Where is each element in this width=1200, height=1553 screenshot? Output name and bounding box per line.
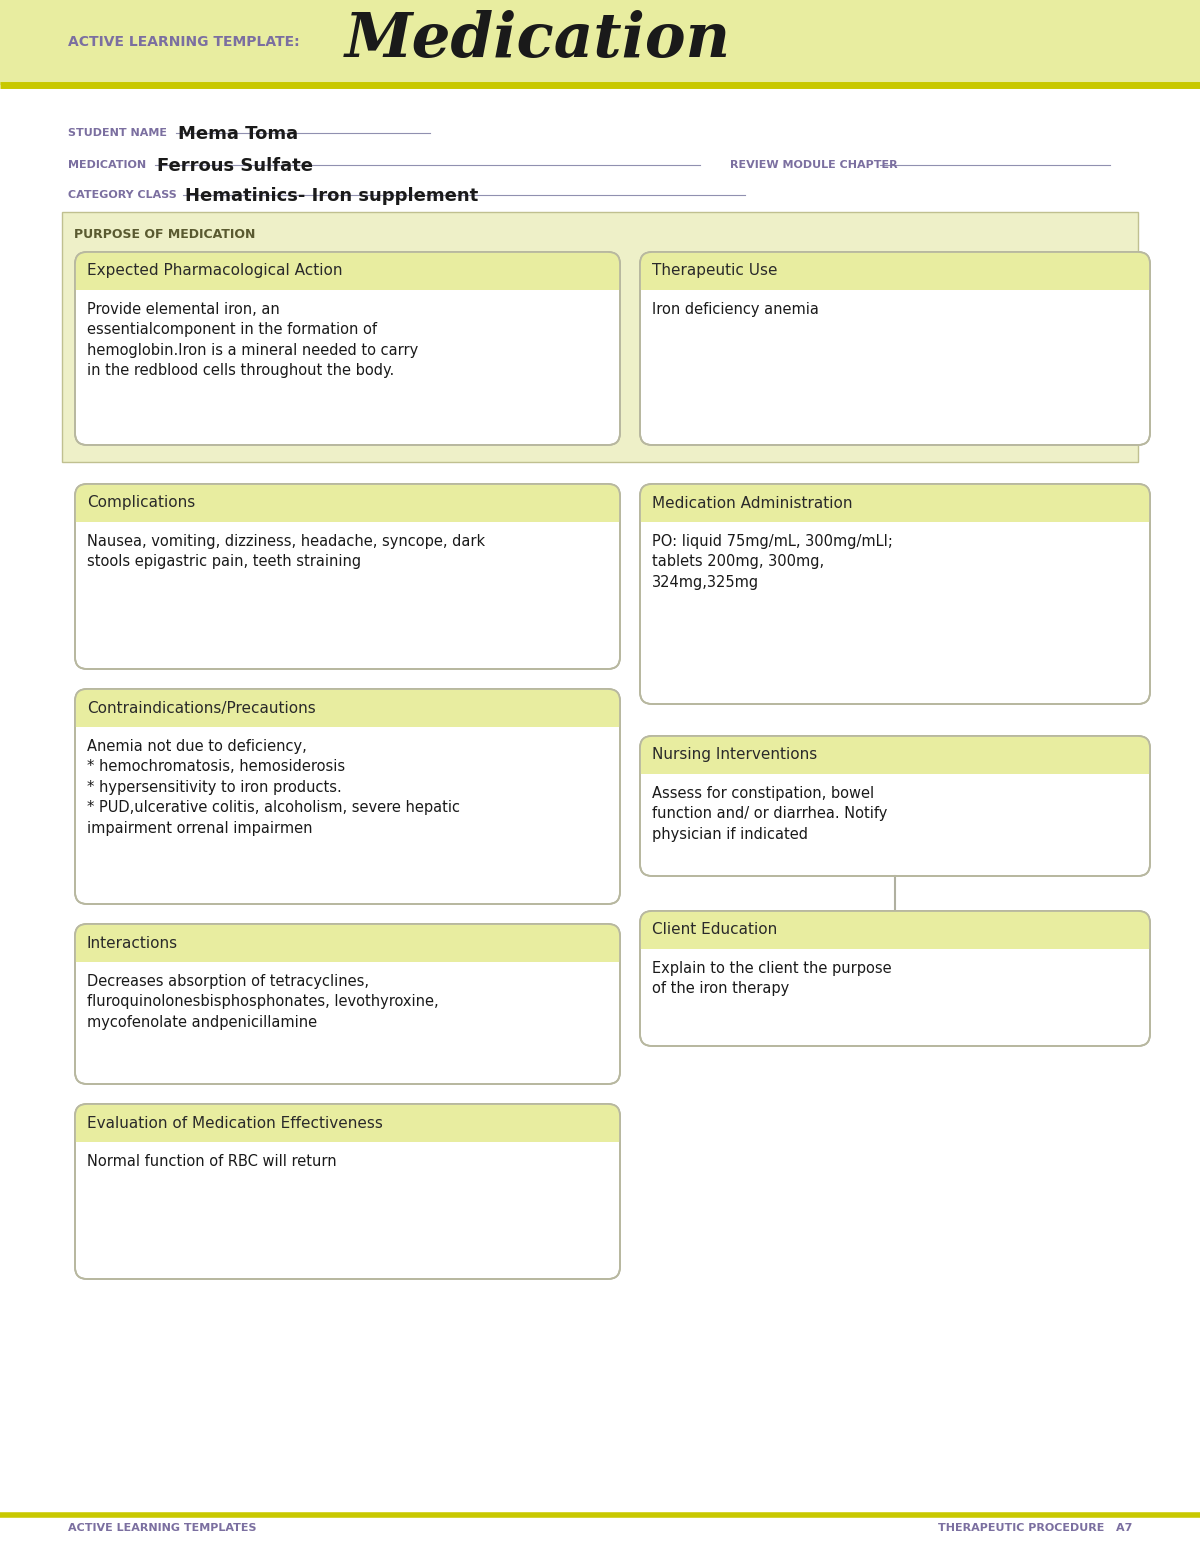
Text: Client Education: Client Education — [652, 922, 778, 938]
Bar — [74, 503, 620, 522]
Text: REVIEW MODULE CHAPTER: REVIEW MODULE CHAPTER — [730, 160, 898, 169]
Text: Medication: Medication — [346, 11, 731, 70]
Text: Ferrous Sulfate: Ferrous Sulfate — [157, 157, 313, 175]
Text: Assess for constipation, bowel
function and/ or diarrhea. Notify
physician if in: Assess for constipation, bowel function … — [652, 786, 887, 842]
Text: Normal function of RBC will return: Normal function of RBC will return — [88, 1154, 337, 1169]
FancyBboxPatch shape — [640, 252, 1150, 446]
FancyBboxPatch shape — [74, 252, 620, 446]
Bar — [640, 755, 1150, 773]
FancyBboxPatch shape — [74, 252, 620, 290]
FancyBboxPatch shape — [74, 690, 620, 904]
FancyBboxPatch shape — [74, 690, 620, 727]
FancyBboxPatch shape — [74, 485, 620, 522]
FancyBboxPatch shape — [640, 252, 1150, 290]
Text: STUDENT NAME: STUDENT NAME — [68, 127, 167, 138]
FancyBboxPatch shape — [640, 736, 1150, 773]
Text: THERAPEUTIC PROCEDURE   A7: THERAPEUTIC PROCEDURE A7 — [937, 1523, 1132, 1533]
FancyBboxPatch shape — [74, 1104, 620, 1141]
Bar — [0, 0, 1200, 85]
FancyBboxPatch shape — [74, 1104, 620, 1280]
Text: Explain to the client the purpose
of the iron therapy: Explain to the client the purpose of the… — [652, 961, 892, 997]
FancyBboxPatch shape — [74, 485, 620, 669]
Text: ACTIVE LEARNING TEMPLATES: ACTIVE LEARNING TEMPLATES — [68, 1523, 257, 1533]
Bar — [74, 272, 620, 290]
Text: PO: liquid 75mg/mL, 300mg/mLI;
tablets 200mg, 300mg,
324mg,325mg: PO: liquid 75mg/mL, 300mg/mLI; tablets 2… — [652, 534, 893, 590]
FancyBboxPatch shape — [640, 912, 1150, 949]
Text: Medication Administration: Medication Administration — [652, 495, 852, 511]
Bar — [74, 943, 620, 961]
Text: Nursing Interventions: Nursing Interventions — [652, 747, 817, 763]
Bar — [640, 272, 1150, 290]
Text: Complications: Complications — [88, 495, 196, 511]
Text: Decreases absorption of tetracyclines,
fluroquinolonesbisphosphonates, levothyro: Decreases absorption of tetracyclines, f… — [88, 974, 439, 1030]
Text: Interactions: Interactions — [88, 935, 178, 950]
Text: PURPOSE OF MEDICATION: PURPOSE OF MEDICATION — [74, 228, 256, 241]
Text: Provide elemental iron, an
essentialcomponent in the formation of
hemoglobin.Iro: Provide elemental iron, an essentialcomp… — [88, 301, 419, 379]
FancyBboxPatch shape — [640, 485, 1150, 522]
Text: Anemia not due to deficiency,
* hemochromatosis, hemosiderosis
* hypersensitivit: Anemia not due to deficiency, * hemochro… — [88, 739, 460, 836]
Bar — [74, 708, 620, 727]
FancyBboxPatch shape — [640, 485, 1150, 704]
Text: Expected Pharmacological Action: Expected Pharmacological Action — [88, 264, 342, 278]
Text: Hematinics- Iron supplement: Hematinics- Iron supplement — [185, 186, 479, 205]
Bar — [640, 930, 1150, 949]
Text: Therapeutic Use: Therapeutic Use — [652, 264, 778, 278]
FancyBboxPatch shape — [74, 924, 620, 961]
Text: Nausea, vomiting, dizziness, headache, syncope, dark
stools epigastric pain, tee: Nausea, vomiting, dizziness, headache, s… — [88, 534, 485, 570]
FancyBboxPatch shape — [640, 912, 1150, 1047]
Text: Evaluation of Medication Effectiveness: Evaluation of Medication Effectiveness — [88, 1115, 383, 1131]
Text: Iron deficiency anemia: Iron deficiency anemia — [652, 301, 818, 317]
Text: Mema Toma: Mema Toma — [178, 124, 298, 143]
FancyBboxPatch shape — [74, 924, 620, 1084]
Text: Contraindications/Precautions: Contraindications/Precautions — [88, 700, 316, 716]
Bar — [74, 1123, 620, 1141]
Text: ACTIVE LEARNING TEMPLATE:: ACTIVE LEARNING TEMPLATE: — [68, 36, 300, 50]
Bar — [640, 503, 1150, 522]
Text: MEDICATION: MEDICATION — [68, 160, 146, 169]
FancyBboxPatch shape — [640, 736, 1150, 876]
Bar — [62, 213, 1138, 461]
Text: CATEGORY CLASS: CATEGORY CLASS — [68, 189, 176, 200]
